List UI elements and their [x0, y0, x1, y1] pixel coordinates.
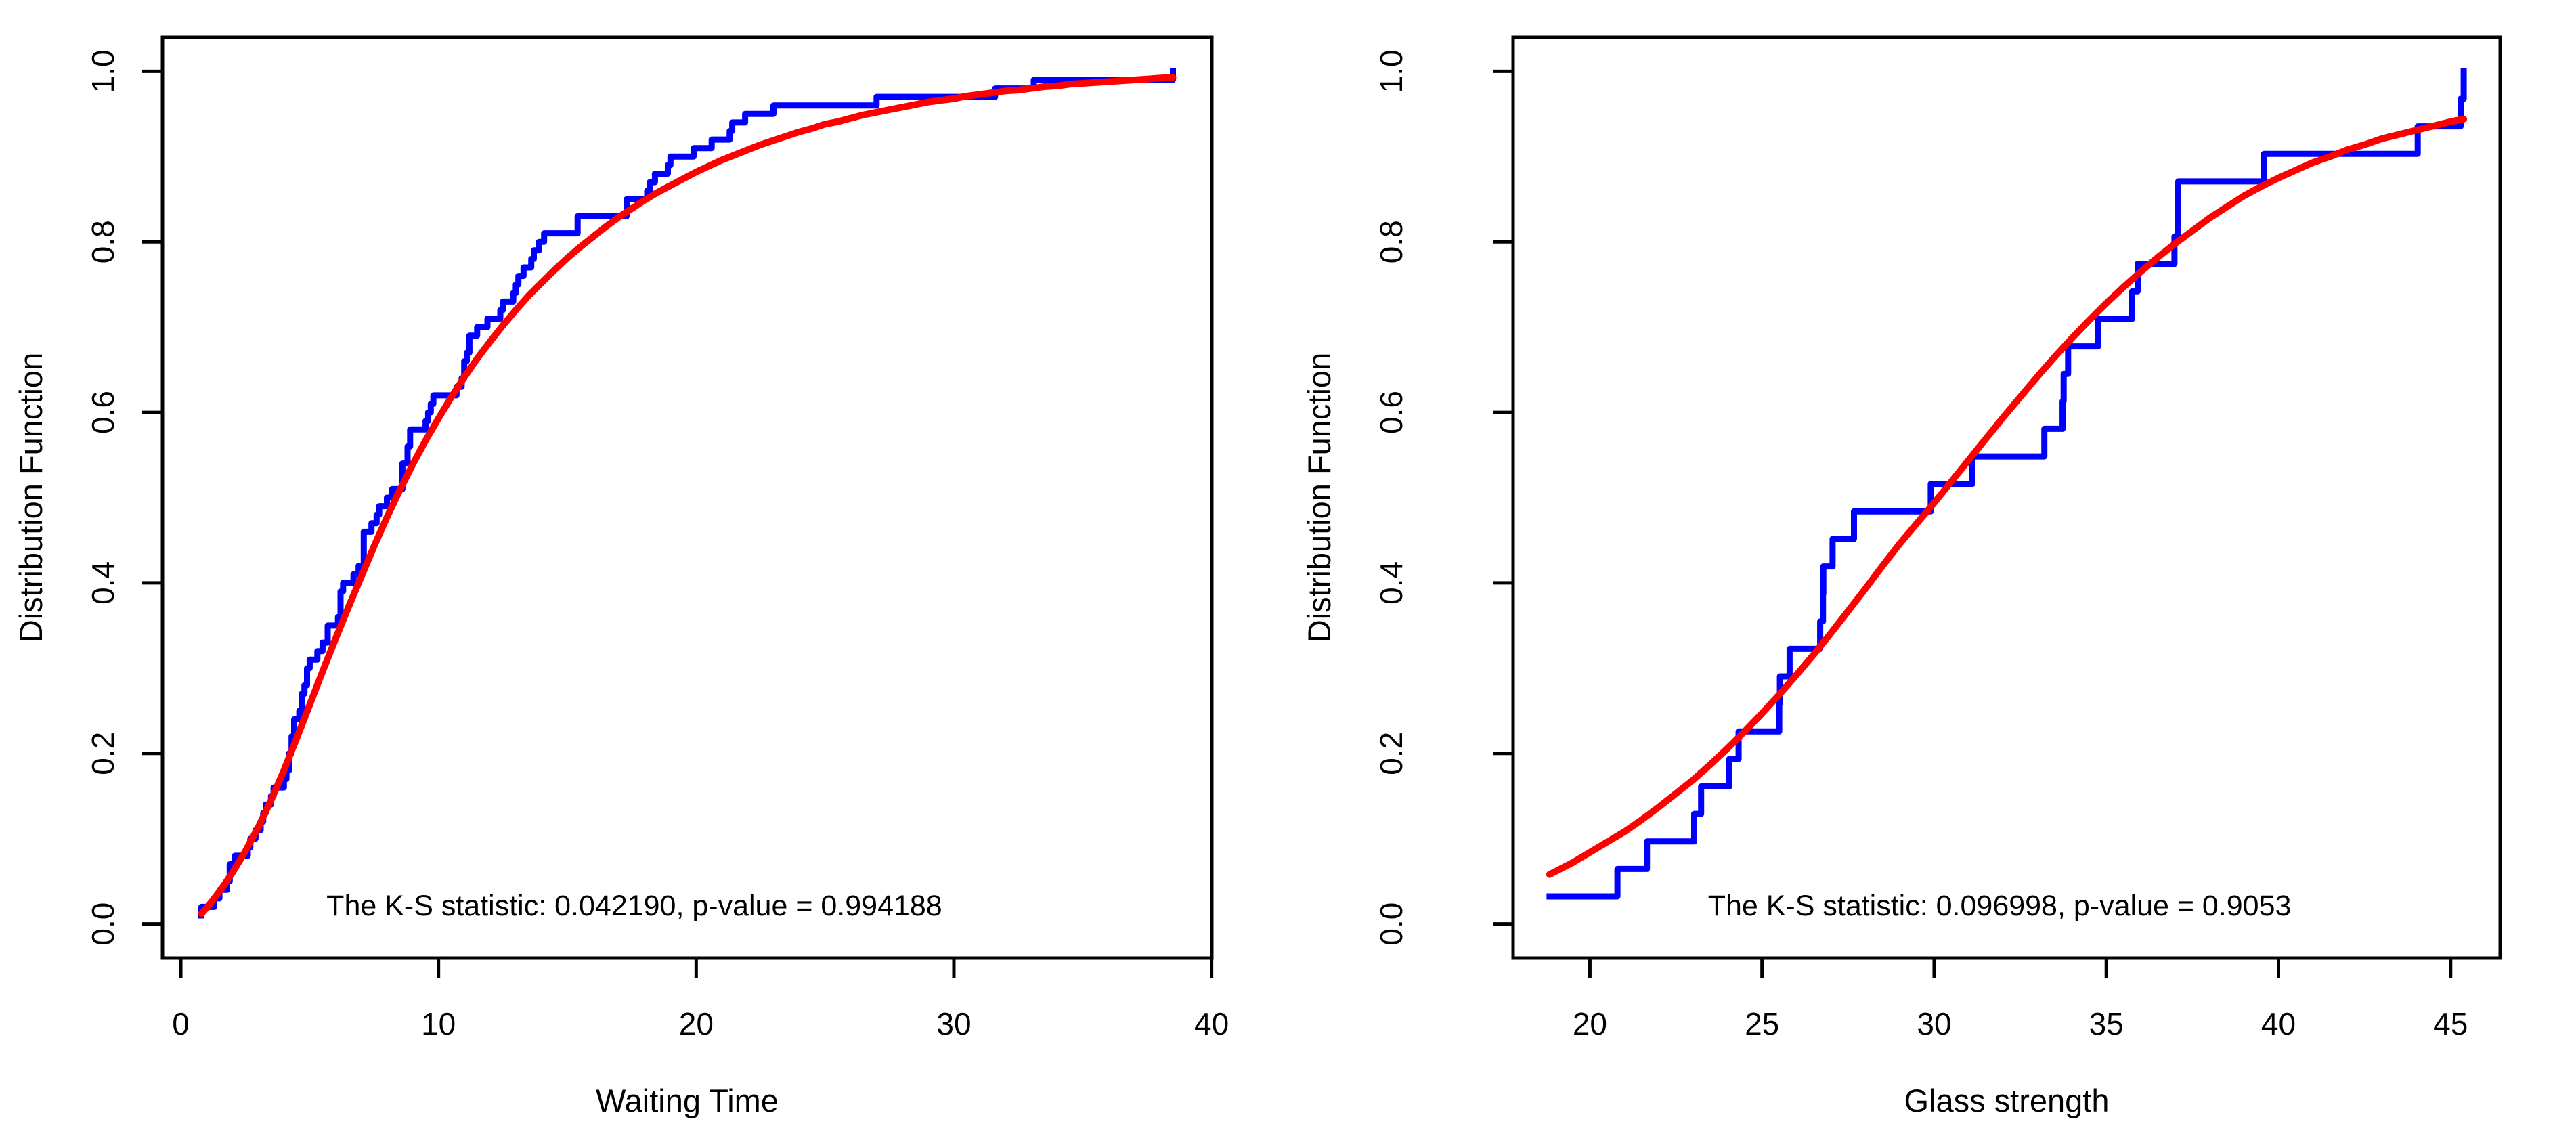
x-tick-label: 30 — [1917, 1006, 1951, 1041]
ecdf-step-line — [1546, 68, 2467, 900]
y-tick-label: 0.2 — [85, 732, 121, 775]
x-tick-label: 0 — [172, 1006, 190, 1041]
ks-annotation: The K-S statistic: 0.042190, p-value = 0… — [326, 890, 942, 922]
plot-area: 0 10 20 30 40 0.0 0.2 0.4 0.6 0.8 1.0 The K-S sta… — [13, 35, 1229, 1118]
y-tick-label: 1.0 — [1374, 49, 1409, 93]
plot-area: 20 25 30 35 40 45 0.0 0.2 0.4 0.6 0.8 1.0 The K-S … — [1301, 35, 2502, 1118]
y-tick-label: 0.4 — [85, 561, 121, 605]
y-tick-label: 1.0 — [85, 49, 121, 93]
x-tick-label: 20 — [1573, 1006, 1607, 1041]
y-tick-label: 0.8 — [85, 220, 121, 263]
y-axis: 0.0 0.2 0.4 0.6 0.8 1.0 — [85, 49, 162, 946]
plot-box — [1511, 35, 2502, 960]
ks-annotation: The K-S statistic: 0.096998, p-value = 0… — [1708, 890, 2292, 922]
plot-box — [160, 35, 1214, 960]
glass-strength-plot: 20 25 30 35 40 45 0.0 0.2 0.4 0.6 0.8 1.0 The K-S … — [1288, 0, 2576, 1130]
x-tick-label: 40 — [2261, 1006, 2296, 1041]
x-axis: 20 25 30 35 40 45 — [1573, 958, 2468, 1041]
x-axis-title: Glass strength — [1904, 1083, 2109, 1118]
y-tick-label: 0.4 — [1374, 561, 1409, 605]
x-tick-label: 30 — [936, 1006, 971, 1041]
y-axis-title: Distribution Function — [13, 353, 49, 643]
x-tick-label: 40 — [1194, 1006, 1229, 1041]
x-tick-label: 10 — [421, 1006, 456, 1041]
plot-canvas-left: 0 10 20 30 40 0.0 0.2 0.4 0.6 0.8 1.0 The K-S sta… — [13, 35, 1229, 1118]
y-tick-label: 0.0 — [1374, 903, 1409, 946]
waiting-time-plot: 0 10 20 30 40 0.0 0.2 0.4 0.6 0.8 1.0 The K-S sta… — [13, 35, 1229, 1118]
x-axis: 0 10 20 30 40 — [172, 958, 1229, 1041]
plot-canvas-right: 20 25 30 35 40 45 0.0 0.2 0.4 0.6 0.8 1.0 The K-S … — [1301, 35, 2502, 1118]
y-tick-label: 0.8 — [1374, 220, 1409, 263]
x-tick-label: 45 — [2433, 1006, 2468, 1041]
y-axis-title: Distribution Function — [1301, 353, 1337, 643]
x-tick-label: 35 — [2089, 1006, 2124, 1041]
y-tick-label: 0.0 — [85, 903, 121, 946]
y-tick-label: 0.6 — [85, 391, 121, 434]
x-tick-label: 25 — [1745, 1006, 1779, 1041]
fitted-cdf-line — [198, 74, 1177, 917]
y-tick-label: 0.6 — [1374, 391, 1409, 434]
x-tick-label: 20 — [679, 1006, 714, 1041]
y-axis: 0.0 0.2 0.4 0.6 0.8 1.0 — [1374, 49, 1513, 946]
fitted-cdf-line — [1546, 115, 2468, 878]
x-axis-title: Waiting Time — [596, 1083, 779, 1118]
ecdf-step-line — [198, 68, 1176, 919]
y-tick-label: 0.2 — [1374, 732, 1409, 775]
